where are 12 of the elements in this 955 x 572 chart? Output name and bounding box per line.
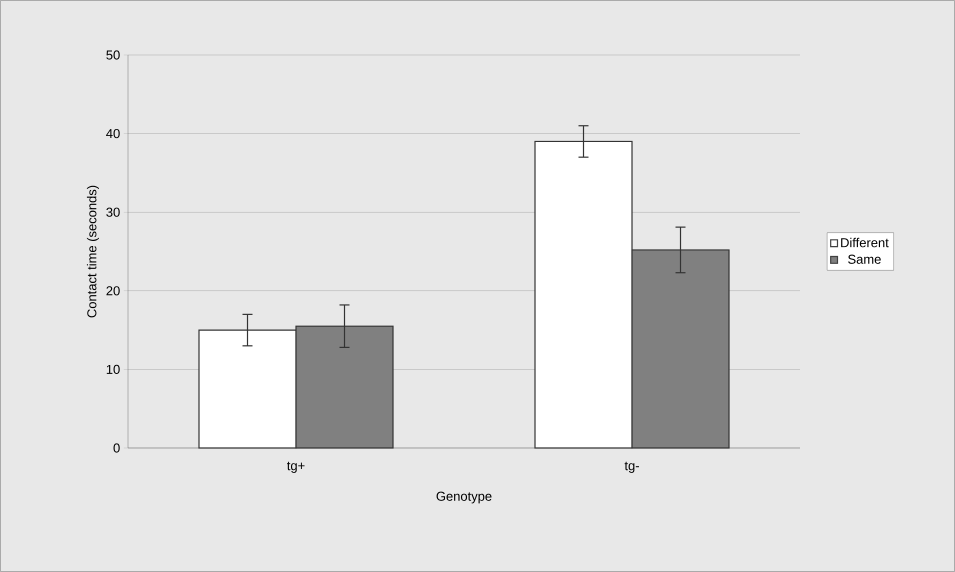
x-tick-label: tg- bbox=[624, 462, 639, 473]
y-tick-label: 0 bbox=[114, 443, 120, 453]
legend-label: Same bbox=[848, 254, 881, 264]
y-axis-title: Contact time (seconds) bbox=[86, 186, 99, 318]
x-axis-title: Genotype bbox=[436, 492, 492, 504]
y-tick-label: 40 bbox=[106, 129, 120, 138]
legend-label: Different bbox=[841, 238, 889, 248]
y-tick-label: 30 bbox=[106, 208, 120, 217]
y-tick-label: 10 bbox=[106, 364, 120, 374]
y-tick-label: 50 bbox=[106, 50, 120, 60]
x-tick-label: tg+ bbox=[287, 462, 305, 473]
y-tick-label: 20 bbox=[106, 286, 120, 296]
